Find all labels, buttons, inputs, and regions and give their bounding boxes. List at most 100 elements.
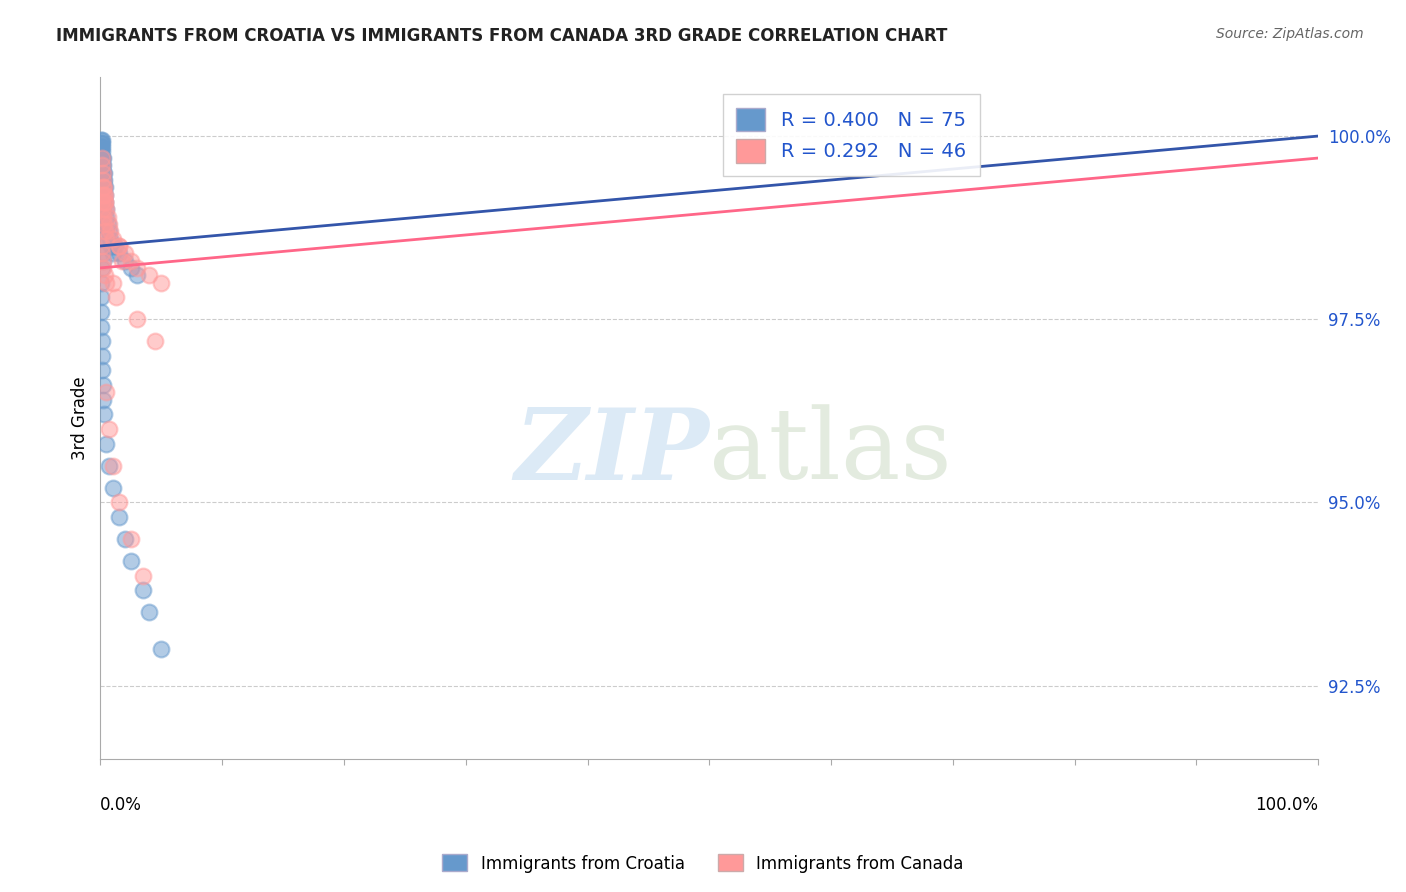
Point (94, 194, 117, 209)
Point (101, 481, 124, 495)
Point (90, 319, 112, 334)
Point (93, 408, 115, 422)
Point (97, 217, 120, 231)
Text: Source: ZipAtlas.com: Source: ZipAtlas.com (1216, 27, 1364, 41)
Point (90, 140, 112, 154)
Point (90, 260, 112, 275)
Point (97, 210, 120, 224)
Point (125, 260, 148, 275)
Point (114, 253, 136, 268)
Point (93, 260, 115, 275)
Point (93, 210, 115, 224)
Point (90, 133, 112, 147)
Point (94, 194, 117, 209)
Point (93, 173, 115, 187)
Point (150, 276, 173, 290)
Point (90, 202, 112, 217)
Point (91, 246, 114, 260)
Point (96, 210, 118, 224)
Point (91, 144, 114, 158)
Point (107, 239, 129, 253)
Point (93, 173, 115, 187)
Point (90, 217, 112, 231)
Point (96, 202, 118, 217)
Point (90, 133, 112, 147)
Point (101, 239, 124, 253)
Point (90, 349, 112, 363)
Point (94, 187, 117, 202)
Point (90, 151, 112, 165)
Point (93, 173, 115, 187)
Point (93, 268, 115, 283)
Point (90, 239, 112, 253)
Point (91, 158, 114, 172)
Point (90, 166, 112, 180)
Point (125, 268, 148, 283)
Point (90, 158, 112, 172)
Point (93, 180, 115, 194)
Point (105, 290, 128, 304)
Point (91, 173, 114, 187)
Point (91, 194, 114, 209)
Point (91, 378, 114, 392)
Point (101, 458, 124, 473)
Point (114, 532, 136, 546)
Point (93, 166, 115, 180)
Point (138, 605, 160, 619)
Point (97, 422, 120, 436)
Point (90, 144, 112, 158)
Y-axis label: 3rd Grade: 3rd Grade (72, 376, 89, 460)
Point (91, 180, 114, 194)
Text: ZIP: ZIP (515, 404, 709, 500)
Point (120, 253, 142, 268)
Point (91, 151, 114, 165)
Point (90, 151, 112, 165)
Point (98, 232, 121, 246)
Point (91, 246, 114, 260)
Point (101, 276, 124, 290)
Point (107, 239, 129, 253)
Point (91, 151, 114, 165)
Point (132, 583, 155, 598)
Point (111, 253, 134, 268)
Point (132, 568, 155, 582)
Point (91, 253, 114, 268)
Point (96, 202, 118, 217)
Point (91, 166, 114, 180)
Point (104, 239, 127, 253)
Point (93, 217, 115, 231)
Point (90, 136, 112, 151)
Point (90, 232, 112, 246)
Point (96, 276, 118, 290)
Point (96, 436, 118, 450)
Point (90, 180, 112, 194)
Point (93, 187, 115, 202)
Point (90, 180, 112, 194)
Point (120, 532, 142, 546)
Point (90, 187, 112, 202)
Text: atlas: atlas (709, 404, 952, 500)
Text: IMMIGRANTS FROM CROATIA VS IMMIGRANTS FROM CANADA 3RD GRADE CORRELATION CHART: IMMIGRANTS FROM CROATIA VS IMMIGRANTS FR… (56, 27, 948, 45)
Point (97, 224, 120, 238)
Point (143, 334, 166, 348)
Point (93, 180, 115, 194)
Point (90, 305, 112, 319)
Point (91, 202, 114, 217)
Point (91, 194, 114, 209)
Point (97, 217, 120, 231)
Legend: R = 0.400   N = 75, R = 0.292   N = 46: R = 0.400 N = 75, R = 0.292 N = 46 (723, 94, 980, 177)
Point (90, 334, 112, 348)
Point (93, 180, 115, 194)
Point (97, 458, 120, 473)
Point (90, 194, 112, 209)
Point (91, 202, 114, 217)
Point (120, 554, 142, 568)
Point (101, 232, 124, 246)
Point (90, 187, 112, 202)
Point (91, 166, 114, 180)
Point (100, 239, 122, 253)
Text: 100.0%: 100.0% (1256, 797, 1319, 814)
Point (150, 641, 173, 656)
Point (125, 312, 148, 326)
Point (90, 290, 112, 304)
